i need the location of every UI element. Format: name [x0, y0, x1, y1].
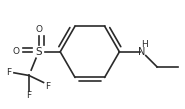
- Text: O: O: [35, 25, 42, 34]
- Text: H: H: [141, 40, 147, 49]
- Text: N: N: [138, 47, 146, 57]
- Text: F: F: [6, 68, 11, 77]
- Text: F: F: [45, 82, 50, 91]
- Text: S: S: [35, 47, 42, 57]
- Text: F: F: [26, 91, 32, 100]
- Text: O: O: [13, 47, 20, 56]
